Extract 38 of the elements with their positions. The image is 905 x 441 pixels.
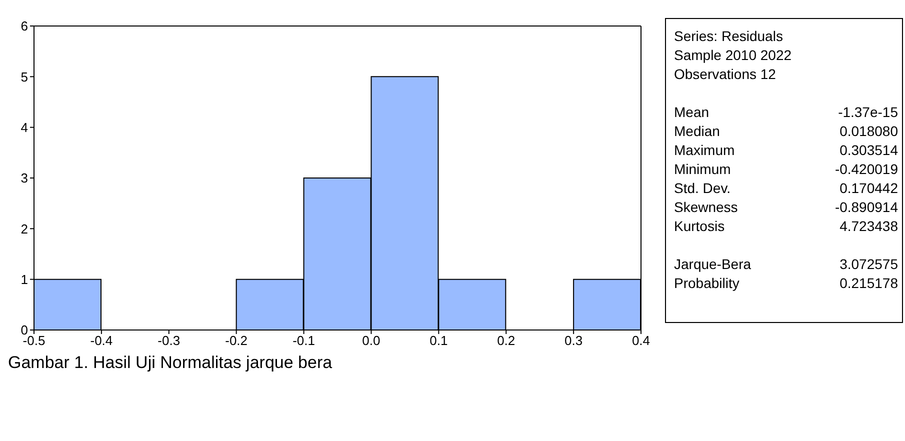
text: 0.215178 — [840, 274, 898, 293]
y-tick-label: 3 — [20, 170, 28, 186]
text: 0.018080 — [840, 122, 898, 141]
text: -0.890914 — [834, 198, 898, 217]
x-tick-label: 0.2 — [497, 333, 516, 348]
x-tick-label: -0.4 — [90, 333, 113, 348]
y-tick-label: 6 — [20, 18, 28, 34]
text: Series: Residuals — [674, 27, 784, 46]
text: Minimum — [674, 160, 732, 179]
x-tick-label: -0.2 — [225, 333, 248, 348]
text: Kurtosis — [674, 217, 726, 236]
text: -1.37e-15 — [838, 103, 898, 122]
text: Std. Dev. — [674, 179, 732, 198]
text: Jarque-Bera — [674, 255, 752, 274]
y-tick-label: 2 — [20, 221, 28, 236]
x-tick-label: 0.4 — [632, 333, 650, 348]
x-tick-label: -0.1 — [292, 333, 315, 348]
text: Gambar 1. Hasil Uji Normalitas jarque bera — [8, 353, 332, 373]
x-tick-label: 0.3 — [564, 333, 583, 348]
y-tick-label: 4 — [20, 120, 28, 135]
text: Sample 2010 2022 — [674, 46, 793, 65]
x-tick-label: 0.0 — [362, 333, 380, 348]
text: Observations 12 — [674, 65, 777, 84]
text: Probability — [674, 274, 740, 293]
text: Skewness — [674, 198, 739, 217]
text: 4.723438 — [840, 217, 898, 236]
text: Maximum — [674, 141, 736, 160]
x-tick-label: 0.1 — [430, 333, 448, 348]
y-tick-label: 5 — [20, 69, 28, 84]
x-tick-label: -0.3 — [158, 333, 180, 348]
text: Median — [674, 122, 721, 141]
text: 3.072575 — [840, 255, 898, 274]
text: Mean — [674, 103, 710, 122]
y-tick-label: 0 — [20, 322, 28, 338]
text: 0.170442 — [840, 179, 898, 198]
text: 0.303514 — [840, 141, 898, 160]
text: -0.420019 — [834, 160, 898, 179]
y-tick-label: 1 — [20, 272, 28, 287]
